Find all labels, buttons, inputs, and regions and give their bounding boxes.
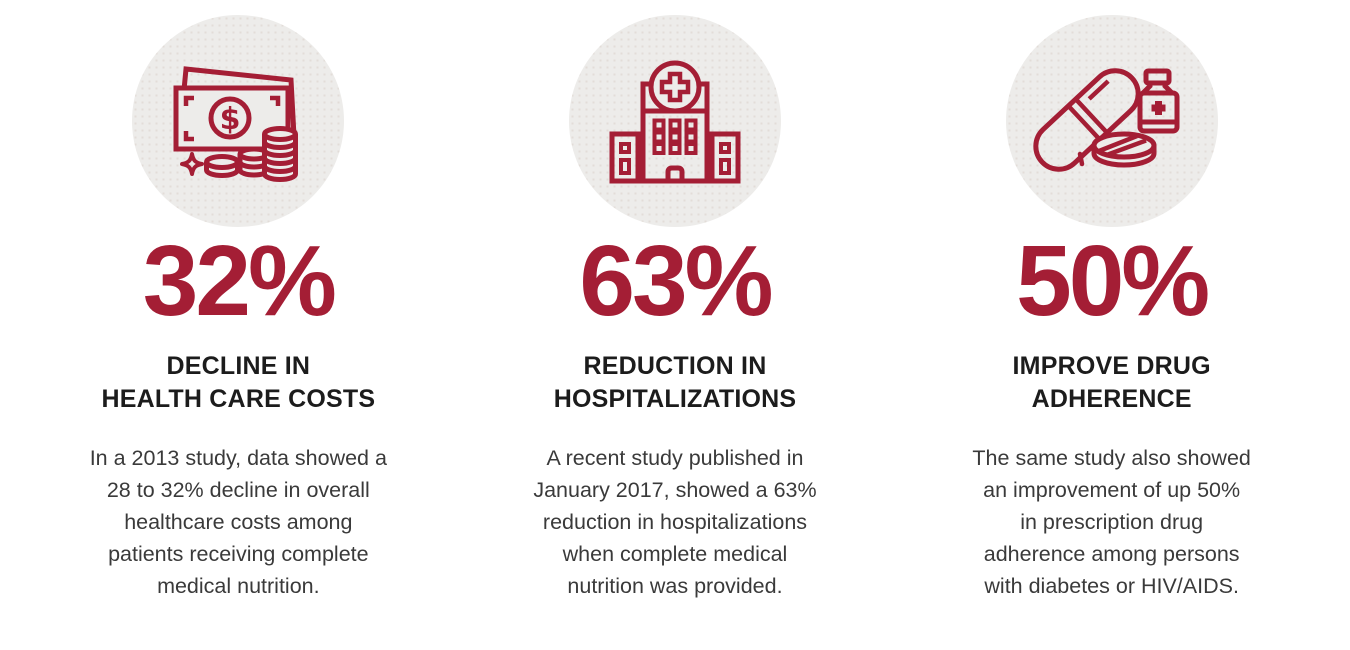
stat-value: 50% [1016,225,1210,337]
pills-and-medicine-icon [1032,68,1180,172]
stat-icon-circle [568,15,781,227]
stat-heading: REDUCTION IN HOSPITALIZATIONS [553,352,797,413]
stat-icon-circle: $ [132,15,345,227]
cash-and-coins-icon: $ [173,66,299,182]
stat-heading: DECLINE IN HEALTH CARE COSTS [101,352,376,413]
hospital-building-icon [609,60,741,184]
stat-description: A recent study published in January 2017… [533,446,817,599]
stat-value: 32% [142,225,337,337]
stat-icon-circle [1005,15,1218,227]
stat-description: The same study also showed an improvemen… [972,446,1251,599]
stat-card-drug-adherence: 50% IMPROVE DRUG ADHERENCE The same stud… [893,15,1330,602]
stat-heading: IMPROVE DRUG ADHERENCE [1012,352,1211,413]
stat-card-hospitalizations: 63% REDUCTION IN HOSPITALIZATIONS A rece… [457,15,894,602]
stat-description: In a 2013 study, data showed a 28 to 32%… [89,446,387,599]
svg-text:$: $ [220,102,241,137]
stats-grid: $ [20,0,1330,602]
stat-value: 63% [579,225,773,337]
stat-card-healthcare-costs: $ [20,15,457,602]
